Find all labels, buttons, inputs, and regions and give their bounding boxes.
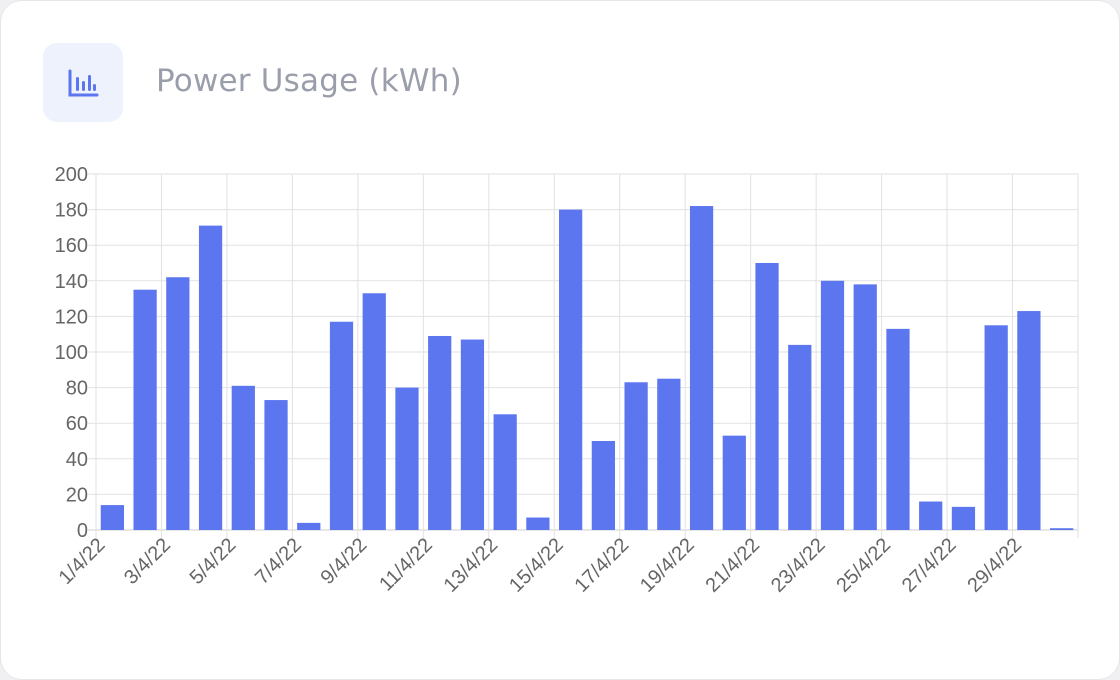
- bar-19/4/22: [689, 206, 714, 531]
- bar-24/4/22: [853, 284, 877, 530]
- bar-6/4/22: [264, 400, 288, 530]
- y-tick-label: 140: [55, 271, 88, 293]
- bar-1/4/22: [100, 505, 124, 530]
- bar-10/4/22: [395, 387, 419, 530]
- x-tick-label: 23/4/22: [767, 534, 830, 597]
- bar-23/4/22: [820, 280, 845, 530]
- x-tick-label: 21/4/22: [701, 534, 764, 597]
- bar-21/4/22: [755, 263, 779, 530]
- x-tick-label: 7/4/22: [251, 534, 306, 589]
- bar-15/4/22: [559, 209, 583, 530]
- y-tick-label: 200: [55, 164, 88, 186]
- x-tick-label: 5/4/22: [186, 534, 241, 589]
- x-tick-label: 29/4/22: [963, 534, 1026, 597]
- bar-13/4/22: [493, 414, 517, 530]
- bar-27/4/22: [951, 506, 976, 530]
- bar-chart-icon: [68, 69, 99, 96]
- bar-4/4/22: [198, 225, 223, 530]
- bar-11/4/22: [428, 335, 452, 530]
- y-tick-label: 40: [66, 449, 88, 471]
- bar-9/4/22: [362, 293, 386, 530]
- bar-30/4/22: [1050, 528, 1074, 530]
- bar-28/4/22: [984, 325, 1008, 530]
- y-tick-label: 180: [55, 200, 88, 222]
- bar-20/4/22: [722, 435, 746, 530]
- x-tick-label: 15/4/22: [505, 534, 568, 597]
- x-tick-label: 27/4/22: [898, 534, 961, 597]
- y-tick-label: 20: [66, 484, 88, 506]
- y-tick-label: 60: [66, 413, 88, 435]
- x-tick-label: 1/4/22: [55, 534, 110, 589]
- x-tick-label: 17/4/22: [571, 534, 634, 597]
- bar-22/4/22: [788, 344, 812, 530]
- y-tick-label: 100: [55, 342, 88, 364]
- y-tick-label: 80: [66, 378, 88, 400]
- bar-3/4/22: [166, 277, 190, 530]
- x-tick-label: 13/4/22: [440, 534, 503, 597]
- bar-26/4/22: [919, 501, 943, 530]
- y-tick-label: 160: [55, 235, 88, 257]
- bar-12/4/22: [460, 339, 485, 530]
- bar-18/4/22: [657, 378, 681, 530]
- card-title: Power Usage (kWh): [156, 63, 462, 99]
- x-tick-label: 25/4/22: [832, 534, 895, 597]
- bar-14/4/22: [526, 517, 550, 530]
- x-tick-label: 3/4/22: [120, 534, 175, 589]
- bar-16/4/22: [591, 441, 615, 530]
- chart-icon-badge: [43, 43, 123, 122]
- bar-2/4/22: [133, 289, 157, 530]
- x-tick-label: 9/4/22: [317, 534, 372, 589]
- bar-5/4/22: [231, 385, 255, 530]
- y-tick-label: 0: [77, 520, 88, 542]
- bar-17/4/22: [624, 382, 648, 530]
- x-tick-label: 11/4/22: [375, 534, 437, 596]
- x-tick-label: 19/4/22: [636, 534, 699, 597]
- bar-29/4/22: [1017, 311, 1041, 530]
- y-tick-label: 120: [55, 306, 88, 328]
- bar-25/4/22: [886, 328, 910, 530]
- bar-8/4/22: [329, 321, 354, 530]
- bar-7/4/22: [297, 522, 321, 530]
